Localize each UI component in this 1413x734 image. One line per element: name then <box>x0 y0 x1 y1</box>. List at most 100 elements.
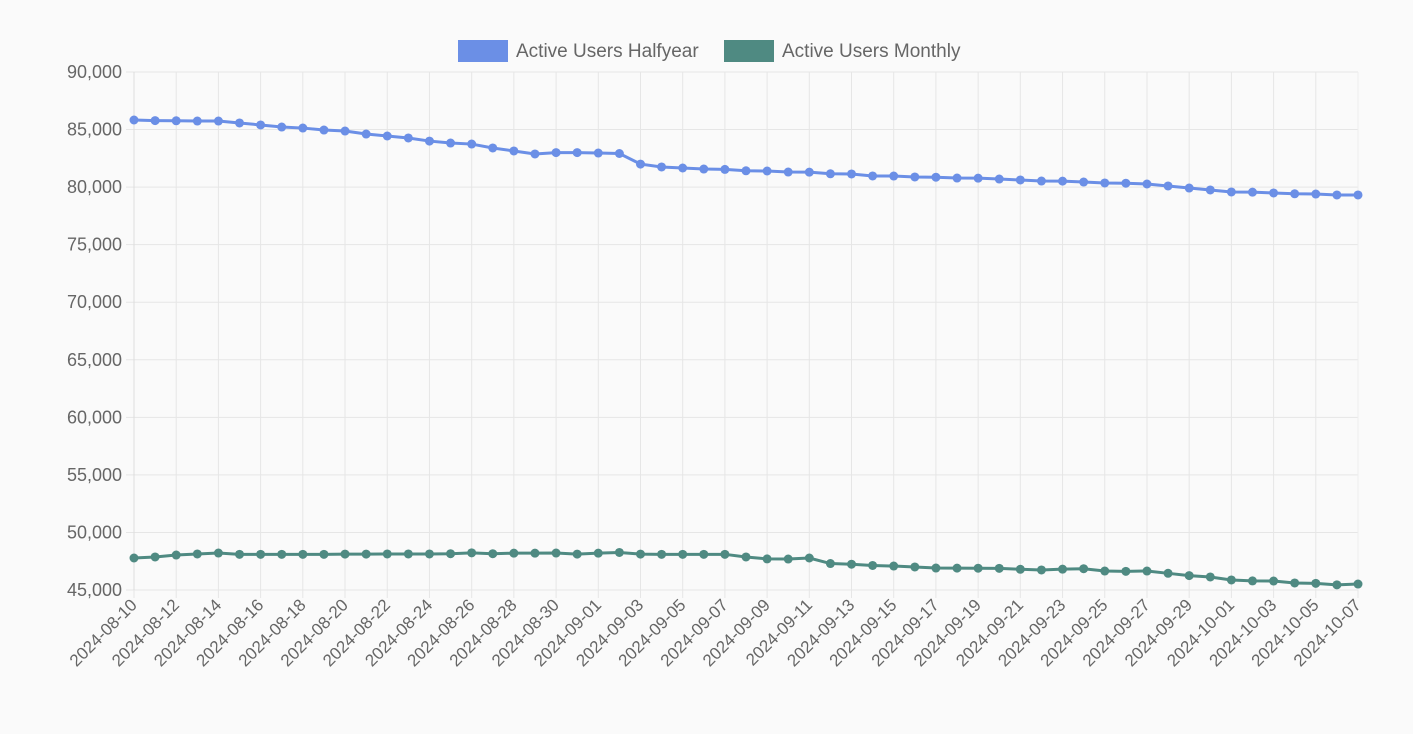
data-point[interactable] <box>783 167 793 177</box>
data-point[interactable] <box>1332 580 1342 590</box>
data-point[interactable] <box>319 125 329 135</box>
data-point[interactable] <box>1269 188 1279 198</box>
data-point[interactable] <box>889 171 899 181</box>
data-point[interactable] <box>1205 185 1215 195</box>
data-point[interactable] <box>256 549 266 559</box>
data-point[interactable] <box>213 116 223 126</box>
data-point[interactable] <box>467 548 477 558</box>
data-point[interactable] <box>361 129 371 139</box>
data-point[interactable] <box>973 173 983 183</box>
data-point[interactable] <box>298 549 308 559</box>
data-point[interactable] <box>593 148 603 158</box>
data-point[interactable] <box>572 549 582 559</box>
data-point[interactable] <box>804 167 814 177</box>
data-point[interactable] <box>171 550 181 560</box>
data-point[interactable] <box>931 172 941 182</box>
data-point[interactable] <box>1058 564 1068 574</box>
data-point[interactable] <box>699 549 709 559</box>
data-point[interactable] <box>1226 187 1236 197</box>
data-point[interactable] <box>1269 576 1279 586</box>
data-point[interactable] <box>1247 187 1257 197</box>
data-point[interactable] <box>277 549 287 559</box>
data-point[interactable] <box>1184 183 1194 193</box>
data-point[interactable] <box>952 563 962 573</box>
data-point[interactable] <box>298 123 308 133</box>
data-point[interactable] <box>783 554 793 564</box>
data-point[interactable] <box>868 171 878 181</box>
data-point[interactable] <box>1163 568 1173 578</box>
data-point[interactable] <box>1142 566 1152 576</box>
data-point[interactable] <box>889 561 899 571</box>
data-point[interactable] <box>657 549 667 559</box>
data-point[interactable] <box>1015 564 1025 574</box>
data-point[interactable] <box>235 118 245 128</box>
data-point[interactable] <box>509 548 519 558</box>
data-point[interactable] <box>1353 190 1363 200</box>
data-point[interactable] <box>235 549 245 559</box>
data-point[interactable] <box>1015 175 1025 185</box>
data-point[interactable] <box>340 126 350 136</box>
data-point[interactable] <box>1163 181 1173 191</box>
data-point[interactable] <box>847 169 857 179</box>
data-point[interactable] <box>614 547 624 557</box>
data-point[interactable] <box>1142 179 1152 189</box>
data-point[interactable] <box>1353 579 1363 589</box>
data-point[interactable] <box>129 553 139 563</box>
data-point[interactable] <box>1036 565 1046 575</box>
data-point[interactable] <box>551 548 561 558</box>
data-point[interactable] <box>277 122 287 132</box>
data-point[interactable] <box>804 553 814 563</box>
data-point[interactable] <box>1184 571 1194 581</box>
data-point[interactable] <box>1121 566 1131 576</box>
data-point[interactable] <box>382 549 392 559</box>
data-point[interactable] <box>171 116 181 126</box>
data-point[interactable] <box>910 172 920 182</box>
data-point[interactable] <box>931 563 941 573</box>
data-point[interactable] <box>1290 578 1300 588</box>
data-point[interactable] <box>741 166 751 176</box>
data-point[interactable] <box>1079 177 1089 187</box>
data-point[interactable] <box>1205 572 1215 582</box>
data-point[interactable] <box>403 133 413 143</box>
data-point[interactable] <box>678 163 688 173</box>
data-point[interactable] <box>1100 566 1110 576</box>
data-point[interactable] <box>213 548 223 558</box>
data-point[interactable] <box>530 149 540 159</box>
legend-item-halfyear[interactable]: Active Users Halfyear <box>458 40 699 62</box>
data-point[interactable] <box>825 169 835 179</box>
data-point[interactable] <box>488 143 498 153</box>
legend[interactable]: Active Users Halfyear Active Users Monthl… <box>458 40 961 62</box>
data-point[interactable] <box>192 549 202 559</box>
data-point[interactable] <box>150 116 160 126</box>
data-point[interactable] <box>129 115 139 125</box>
data-point[interactable] <box>382 131 392 141</box>
data-point[interactable] <box>825 559 835 569</box>
data-point[interactable] <box>150 552 160 562</box>
data-point[interactable] <box>910 562 920 572</box>
data-point[interactable] <box>1100 178 1110 188</box>
data-point[interactable] <box>720 164 730 174</box>
data-point[interactable] <box>994 174 1004 184</box>
data-point[interactable] <box>868 560 878 570</box>
data-point[interactable] <box>361 549 371 559</box>
data-point[interactable] <box>657 162 667 172</box>
data-point[interactable] <box>593 548 603 558</box>
data-point[interactable] <box>635 159 645 169</box>
data-point[interactable] <box>973 563 983 573</box>
data-point[interactable] <box>1121 178 1131 188</box>
data-point[interactable] <box>256 120 266 130</box>
data-point[interactable] <box>1290 189 1300 199</box>
data-point[interactable] <box>572 148 582 158</box>
data-point[interactable] <box>1079 564 1089 574</box>
data-point[interactable] <box>530 548 540 558</box>
data-point[interactable] <box>847 559 857 569</box>
data-point[interactable] <box>614 148 624 158</box>
data-point[interactable] <box>635 549 645 559</box>
data-point[interactable] <box>678 549 688 559</box>
data-point[interactable] <box>509 146 519 156</box>
data-point[interactable] <box>994 563 1004 573</box>
data-point[interactable] <box>340 549 350 559</box>
data-point[interactable] <box>1311 578 1321 588</box>
data-point[interactable] <box>551 148 561 158</box>
data-point[interactable] <box>1332 190 1342 200</box>
